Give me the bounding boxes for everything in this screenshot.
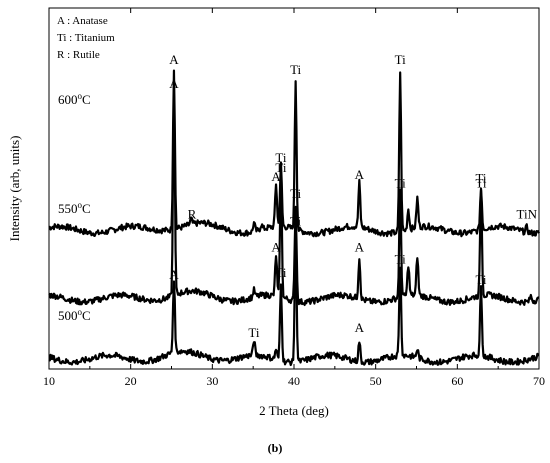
peak-label-0-2: A: [271, 169, 281, 184]
peak-label-1-3: Ti: [290, 186, 301, 201]
x-tick-label-6: 70: [533, 374, 545, 388]
x-tick-label-4: 50: [370, 374, 382, 388]
peak-label-2-3: Ti: [290, 213, 301, 228]
peak-label-0-5: A: [355, 167, 365, 182]
series-line-2: [48, 231, 540, 367]
legend-entry-0: A : Anatase: [57, 15, 108, 27]
peak-label-0-8: TiN: [517, 207, 538, 222]
series-label-2: 500oC: [58, 307, 91, 323]
peak-label-1-5: Ti: [395, 176, 406, 191]
peak-label-2-2: Ti: [275, 265, 286, 280]
peak-label-2-0: A: [169, 267, 179, 282]
peak-label-0-0: A: [169, 52, 179, 67]
x-tick-label-0: 10: [43, 374, 55, 388]
peak-label-0-6: Ti: [395, 52, 406, 67]
peak-label-2-4: A: [355, 320, 365, 335]
legend-entry-2: R : Rutile: [57, 49, 100, 61]
x-tick-label-3: 40: [288, 374, 300, 388]
peak-label-0-4: Ti: [290, 62, 301, 77]
x-tick-label-2: 30: [206, 374, 218, 388]
peak-label-2-6: Ti: [475, 272, 486, 287]
peak-label-2-5: Ti: [395, 251, 406, 266]
peak-label-1-4: A: [355, 239, 365, 254]
y-axis-label: Intensity (arb, units): [7, 136, 22, 242]
peak-label-1-6: Ti: [475, 176, 486, 191]
peak-label-1-1: A: [271, 239, 281, 254]
peak-label-2-1: Ti: [248, 325, 259, 340]
x-tick-label-1: 20: [125, 374, 137, 388]
peak-label-0-3: Ti: [275, 150, 286, 165]
series-label-0: 600oC: [58, 91, 91, 107]
figure-caption: (b): [267, 441, 283, 455]
series-line-0: [48, 69, 541, 238]
legend-entry-1: Ti : Titanium: [57, 32, 115, 44]
x-axis-label: 2 Theta (deg): [259, 403, 329, 418]
series-label-1: 550oC: [58, 200, 91, 216]
peak-label-1-2: Ti: [275, 160, 286, 175]
peak-label-0-1: R: [188, 207, 197, 222]
peak-label-0-7: Ti: [475, 171, 486, 186]
peak-label-1-0: A: [169, 76, 179, 91]
x-tick-label-5: 60: [451, 374, 463, 388]
